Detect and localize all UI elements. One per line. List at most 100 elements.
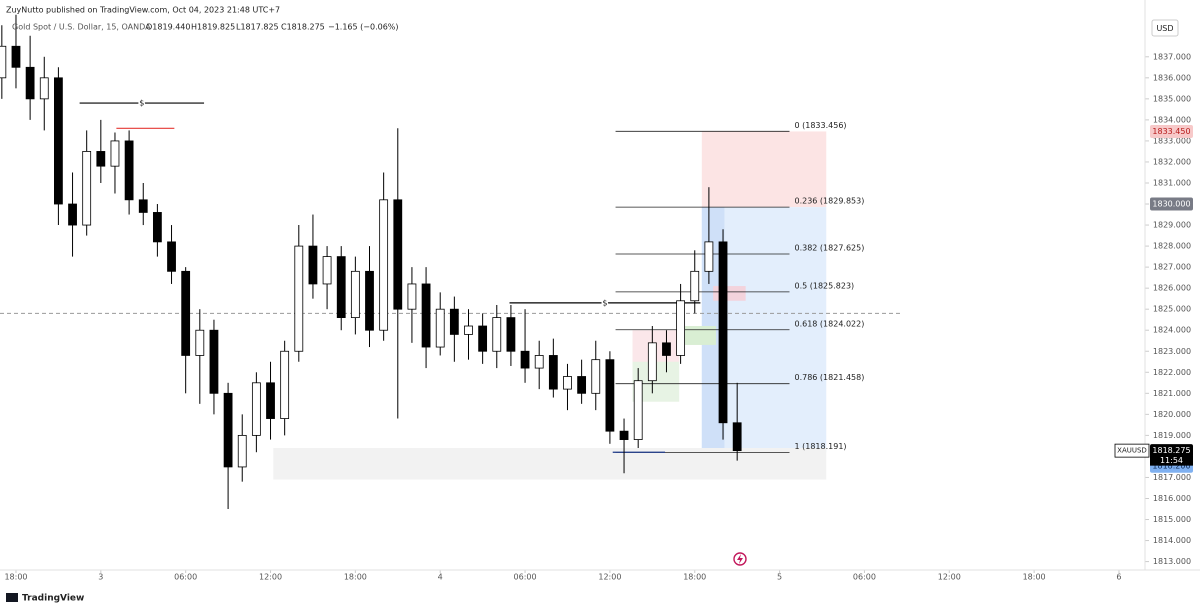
ohlc-value: O1819.440 — [146, 23, 190, 32]
price-tag — [1150, 444, 1193, 458]
symbol: Gold Spot / U.S. Dollar, 15, OANDA — [12, 23, 151, 32]
y-tick-label: 1835.000 — [1153, 94, 1191, 103]
y-tick-label: 1824.000 — [1153, 326, 1191, 335]
publisher: ZuyNutto published on TradingView.com, O… — [6, 6, 280, 15]
y-tick-label: 1821.000 — [1153, 389, 1191, 398]
candle-body — [577, 376, 587, 394]
y-tick-label: 1816.000 — [1153, 494, 1191, 503]
x-tick-label: 06:00 — [514, 573, 537, 582]
grid — [15, 56, 1149, 573]
x-tick-label: 06:00 — [174, 573, 197, 582]
y-tick-label: 1814.000 — [1153, 536, 1191, 545]
candle-body — [690, 270, 700, 302]
candle-body — [704, 241, 714, 272]
price-tag-label: 1830.000 — [1152, 200, 1190, 209]
symbol-tag-label: XAUUSD — [1117, 447, 1147, 455]
currency-button[interactable] — [1151, 19, 1179, 37]
currency[interactable]: USD — [1156, 24, 1173, 33]
candle-body — [393, 199, 403, 310]
candle-body — [520, 350, 530, 369]
candle-body — [237, 434, 247, 468]
candle-body — [68, 203, 77, 226]
icon[interactable] — [733, 552, 747, 566]
x-tick-label: 18:00 — [344, 573, 367, 582]
x-tick-label: 12:00 — [259, 573, 282, 582]
candle-body — [251, 382, 261, 436]
candle-body — [506, 317, 516, 352]
candle-body — [195, 329, 205, 356]
fib-label: 0.786 (1821.458) — [794, 373, 864, 382]
candle-body — [492, 317, 502, 352]
candle-body — [294, 245, 304, 352]
candle-body — [662, 342, 671, 356]
candle-body — [25, 66, 35, 100]
y-tick-label: 1827.000 — [1153, 263, 1191, 272]
candle-body — [280, 350, 290, 419]
candle-body — [223, 392, 233, 468]
price-tag-label: 1818.275 — [1152, 446, 1190, 455]
zone — [273, 448, 827, 480]
candle-body — [181, 270, 191, 356]
countdown-tag — [1150, 455, 1193, 466]
x-tick-label: 18:00 — [1023, 573, 1046, 582]
candle-body — [718, 241, 728, 424]
candle-body — [0, 45, 7, 79]
logo — [6, 593, 18, 602]
ohlc-value: H1819.825 — [191, 23, 235, 32]
y-tick-label: 1833.000 — [1153, 136, 1191, 145]
candle-body — [124, 140, 134, 201]
y-tick-label: 1813.000 — [1153, 557, 1191, 566]
footer: TradingView — [22, 594, 84, 604]
y-tick-label: 1831.000 — [1153, 178, 1191, 187]
candle-body — [464, 325, 473, 335]
candle-body — [379, 199, 389, 331]
candle-body — [534, 355, 544, 369]
y-tick-label: 1832.000 — [1153, 157, 1191, 166]
candle-body — [407, 283, 417, 310]
candle-body — [732, 422, 742, 452]
candle-body — [82, 151, 92, 226]
candle-body — [676, 300, 686, 356]
y-tick-label: 1829.000 — [1153, 221, 1191, 230]
fib-label: 0 (1833.456) — [794, 121, 846, 130]
candle-body — [209, 329, 219, 394]
y-tick-label: 1817.000 — [1153, 473, 1191, 482]
candle-body — [350, 270, 360, 319]
y-tick-label: 1819.000 — [1153, 431, 1191, 440]
y-tick-label: 1825.000 — [1153, 305, 1191, 314]
x-tick-label: 18:00 — [683, 573, 706, 582]
y-tick-label: 1828.000 — [1153, 242, 1191, 251]
y-tick-label: 1822.000 — [1153, 368, 1191, 377]
fib-label: 0.618 (1824.022) — [794, 319, 864, 328]
x-tick-label: 06:00 — [853, 573, 876, 582]
y-tick-label: 1815.000 — [1153, 515, 1191, 524]
level-label: $ — [602, 298, 607, 307]
x-tick-label: 12:00 — [938, 573, 961, 582]
candle-body — [435, 308, 445, 348]
symbol-tag — [1114, 443, 1150, 458]
candle-body — [633, 380, 643, 440]
x-tick-label: 4 — [438, 573, 443, 582]
candle-body — [96, 151, 106, 167]
countdown: 11:54 — [1160, 456, 1183, 465]
candle-body — [54, 77, 63, 205]
fib-label: 0.382 (1827.625) — [794, 243, 864, 252]
y-tick-label: 1834.000 — [1153, 115, 1191, 124]
plot: 0 (1833.456) 0.236 (1829.853) 0.382 (1827.… — [0, 14, 903, 510]
candle-body — [563, 376, 572, 390]
candle-body — [605, 359, 615, 432]
price-tag-label: 1818.200 — [1152, 462, 1190, 471]
y-tick-label: 1823.000 — [1153, 347, 1191, 356]
candle-body — [39, 77, 49, 100]
x-tick-label: 6 — [1116, 573, 1121, 582]
x-tick-label: 12:00 — [598, 573, 621, 582]
candle-body — [336, 256, 346, 319]
price-tag — [1150, 124, 1193, 138]
zone — [701, 131, 827, 208]
zone — [713, 286, 746, 301]
fib-label: 0.236 (1829.853) — [794, 197, 864, 206]
price-tag — [1150, 197, 1193, 211]
candle-body — [266, 382, 275, 419]
